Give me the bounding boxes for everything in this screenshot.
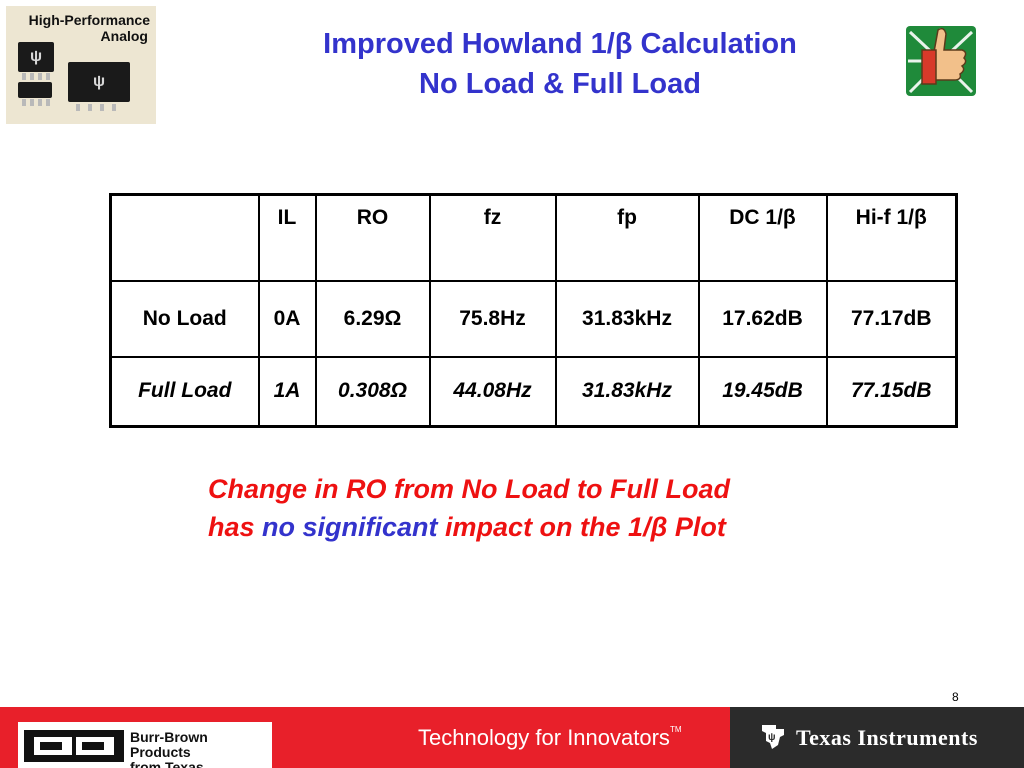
ti-chip-icon: ψ	[18, 42, 54, 72]
table-row: Full Load 1A 0.308Ω 44.08Hz 31.83kHz 19.…	[109, 355, 958, 428]
texas-instruments-logo: ψ Texas Instruments	[730, 707, 1024, 768]
title-line1: Improved Howland 1/β Calculation	[323, 28, 797, 60]
ti-logo-icon: ψ	[762, 725, 784, 749]
table-cell: 1A	[257, 355, 317, 428]
bb-icon	[24, 730, 124, 762]
table-header-row: IL RO fz fp DC 1/β Hi-f 1/β	[109, 193, 958, 282]
slide-title: Improved Howland 1/β Calculation No Load…	[230, 24, 890, 104]
table-cell: 77.15dB	[825, 355, 958, 428]
logo-line2: Analog	[100, 28, 148, 44]
table-header-cell: DC 1/β	[697, 193, 828, 282]
table-header-cell: fz	[428, 193, 557, 282]
page-number: 8	[952, 690, 959, 704]
caption-emphasis: no significant	[262, 512, 438, 542]
burr-brown-logo: Burr-Brown Products from Texas Instrumen…	[18, 722, 272, 768]
table-cell: 75.8Hz	[428, 279, 557, 358]
ti-chip-icon: ψ	[68, 62, 130, 102]
logo-line1: High-Performance	[28, 12, 150, 28]
table-row: No Load 0A 6.29Ω 75.8Hz 31.83kHz 17.62dB…	[109, 279, 958, 358]
table-header-cell: RO	[314, 193, 431, 282]
footer-bar: Burr-Brown Products from Texas Instrumen…	[0, 707, 1024, 768]
table-cell: 0.308Ω	[314, 355, 431, 428]
caption-line2: has no significant impact on the 1/β Plo…	[208, 508, 730, 546]
table-cell: 19.45dB	[697, 355, 828, 428]
caption-text: impact on the 1/β Plot	[437, 512, 726, 542]
table-cell: 6.29Ω	[314, 279, 431, 358]
bb-line2: from Texas Instruments	[130, 759, 204, 768]
table-cell: Full Load	[109, 355, 260, 428]
table-cell: 77.17dB	[825, 279, 958, 358]
high-performance-analog-logo: High-Performance Analog ψ ψ	[6, 6, 156, 124]
table-header-cell: Hi-f 1/β	[825, 193, 958, 282]
ti-chip-icon	[18, 82, 52, 98]
title-line2: No Load & Full Load	[419, 68, 701, 100]
trademark: TM	[669, 725, 682, 734]
table-cell: 0A	[257, 279, 317, 358]
table-cell: 17.62dB	[697, 279, 828, 358]
table-cell: 31.83kHz	[554, 355, 700, 428]
table-cell: 44.08Hz	[428, 355, 557, 428]
table-header-cell: IL	[257, 193, 317, 282]
calculation-table: IL RO fz fp DC 1/β Hi-f 1/β No Load 0A 6…	[109, 193, 958, 428]
table-header-cell	[109, 193, 260, 282]
thumbs-up-icon	[906, 26, 976, 96]
caption-line1: Change in RO from No Load to Full Load	[208, 474, 730, 504]
conclusion-caption: Change in RO from No Load to Full Load h…	[208, 470, 730, 546]
ti-name: Texas Instruments	[796, 725, 978, 750]
table-cell: No Load	[109, 279, 260, 358]
table-header-cell: fp	[554, 193, 700, 282]
bb-line1: Burr-Brown Products	[130, 729, 208, 760]
caption-text: has	[208, 512, 263, 542]
table-cell: 31.83kHz	[554, 279, 700, 358]
svg-text:ψ: ψ	[768, 732, 776, 743]
footer-tagline: Technology for InnovatorsTM	[418, 725, 682, 750]
